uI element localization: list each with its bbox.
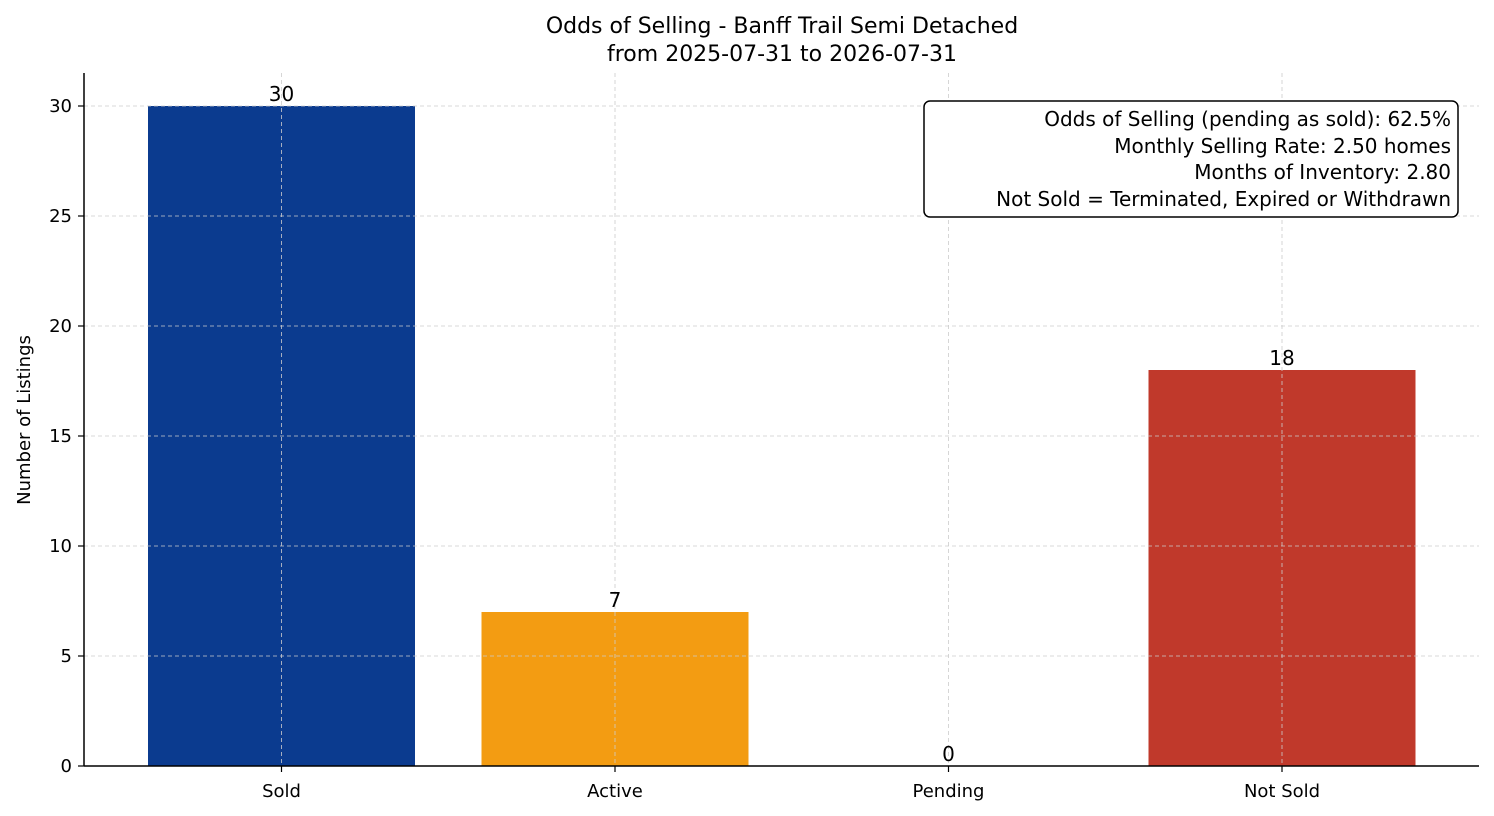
annotation-odds-of-selling: Odds of Selling (pending as sold): 62.5% (1044, 107, 1451, 131)
chart-title: Odds of Selling - Banff Trail Semi Detac… (546, 14, 1018, 39)
annotation-not-sold-definition: Not Sold = Terminated, Expired or Withdr… (996, 187, 1451, 211)
x-axis-ticks: Sold Active Pending Not Sold (262, 766, 1320, 802)
bar-value-label: 0 (942, 742, 955, 766)
y-tick-label: 5 (61, 646, 72, 667)
x-tick-label: Pending (913, 781, 985, 802)
bar-value-label: 30 (269, 82, 294, 106)
annotation-monthly-selling-rate: Monthly Selling Rate: 2.50 homes (1114, 134, 1451, 158)
annotation-months-of-inventory: Months of Inventory: 2.80 (1194, 160, 1451, 184)
bar-value-label: 18 (1269, 346, 1294, 370)
y-axis-ticks: 0 5 10 15 20 25 30 (49, 96, 84, 777)
bar-value-label: 7 (609, 588, 622, 612)
x-tick-label: Active (587, 781, 643, 802)
y-tick-label: 15 (49, 426, 72, 447)
annotation-box-frame (923, 100, 1459, 218)
y-tick-label: 30 (49, 96, 72, 117)
y-tick-label: 25 (49, 206, 72, 227)
y-tick-label: 0 (61, 756, 72, 777)
stats-annotation-box: Odds of Selling (pending as sold): 62.5%… (923, 100, 1459, 218)
x-tick-label: Sold (262, 781, 301, 802)
x-tick-label: Not Sold (1244, 781, 1320, 802)
bar-data-labels: 30 7 0 18 (269, 82, 1295, 766)
y-axis-label: Number of Listings (14, 335, 35, 505)
chart-subtitle: from 2025-07-31 to 2026-07-31 (607, 42, 957, 67)
y-tick-label: 10 (49, 536, 72, 557)
y-tick-label: 20 (49, 316, 72, 337)
